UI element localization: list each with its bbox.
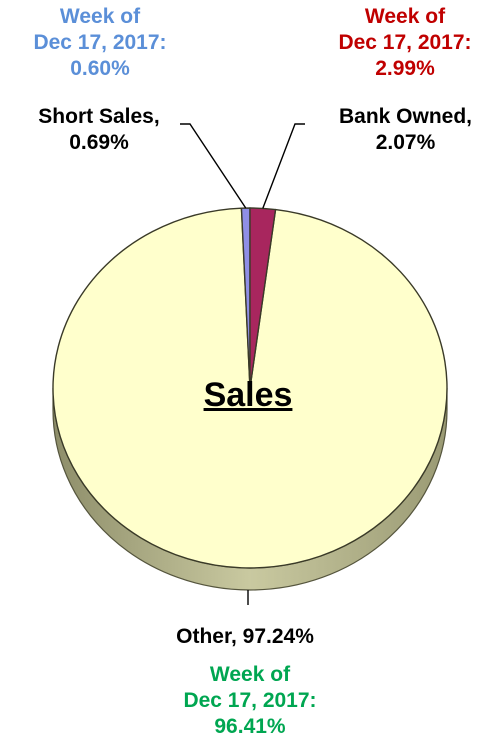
slice-label-short-sales-value: 0.69% [14, 130, 184, 156]
leader-line-short-sales [180, 124, 246, 208]
chart-title: Sales [148, 376, 348, 415]
slice-label-short-sales-name: Short Sales, [14, 104, 184, 130]
week-label-short-sales-value: 0.60% [0, 56, 200, 82]
week-label-short-sales-line1: Week of [0, 4, 200, 30]
leader-line-bank-owned [263, 124, 305, 208]
week-label-bank-owned: Week of Dec 17, 2017: 2.99% [315, 4, 495, 82]
week-label-bank-owned-value: 2.99% [315, 56, 495, 82]
slice-label-bank-owned-value: 2.07% [318, 130, 493, 156]
week-label-other-value: 96.41% [150, 714, 350, 740]
week-label-short-sales-line2: Dec 17, 2017: [0, 30, 200, 56]
week-label-bank-owned-line1: Week of [315, 4, 495, 30]
week-label-other-line1: Week of [150, 662, 350, 688]
slice-label-bank-owned: Bank Owned, 2.07% [318, 104, 493, 156]
week-label-other-line2: Dec 17, 2017: [150, 688, 350, 714]
slice-label-short-sales: Short Sales, 0.69% [14, 104, 184, 156]
week-label-bank-owned-line2: Dec 17, 2017: [315, 30, 495, 56]
slice-label-bank-owned-name: Bank Owned, [318, 104, 493, 130]
slice-label-other-text: Other, 97.24% [120, 624, 370, 650]
week-label-other: Week of Dec 17, 2017: 96.41% [150, 662, 350, 740]
week-label-short-sales: Week of Dec 17, 2017: 0.60% [0, 4, 200, 82]
slice-label-other: Other, 97.24% [120, 624, 370, 650]
